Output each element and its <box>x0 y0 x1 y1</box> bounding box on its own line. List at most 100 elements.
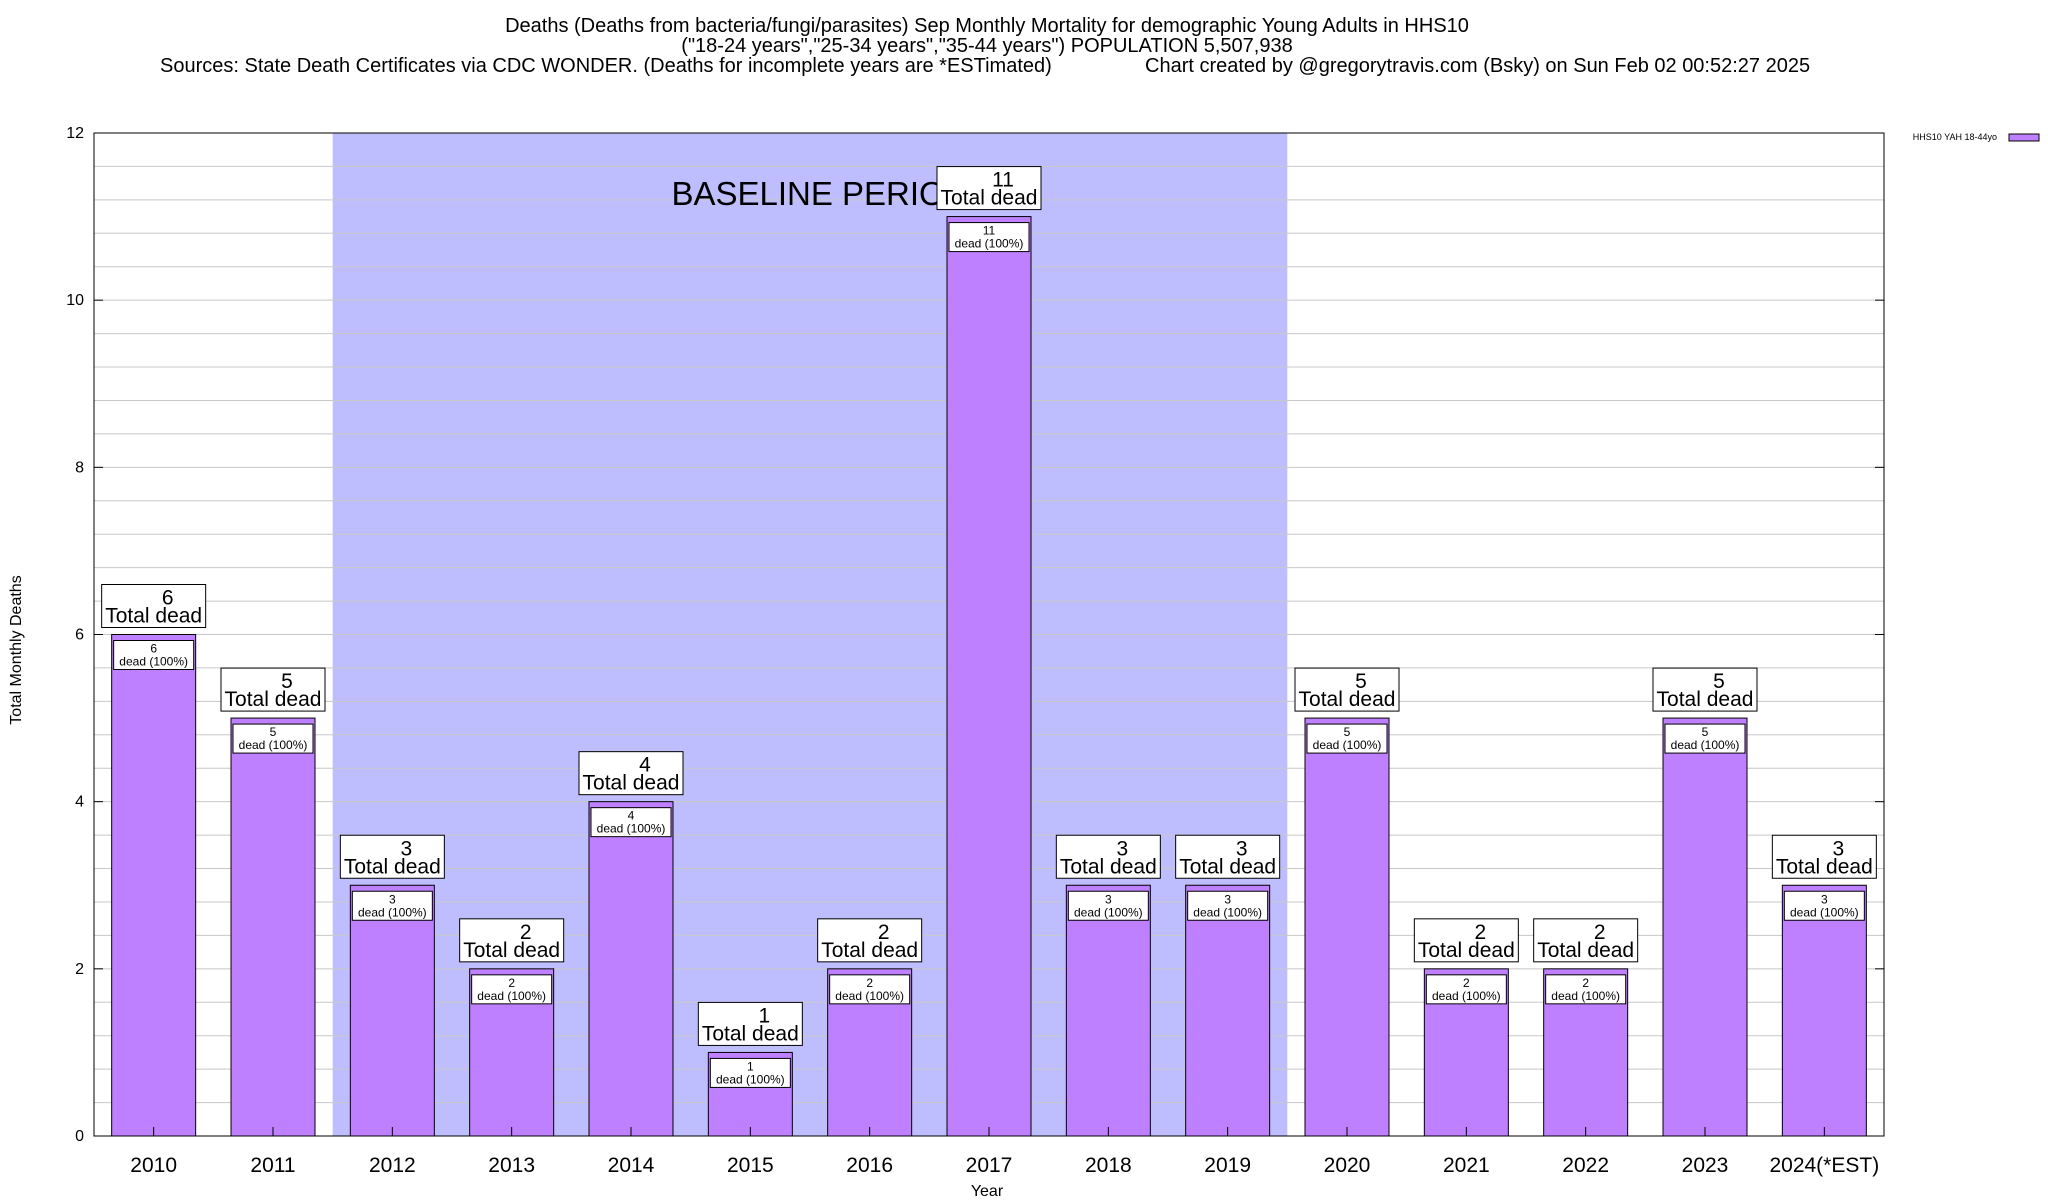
legend-swatch <box>2008 133 2040 142</box>
bar <box>230 717 316 1137</box>
inner-percent-label: dead (100%) <box>1790 905 1859 919</box>
total-value-label: 1 <box>758 1004 770 1027</box>
x-tick-label: 2017 <box>966 1154 1013 1177</box>
inner-percent-label: dead (100%) <box>1313 738 1382 752</box>
inner-percent-label: dead (100%) <box>1074 905 1143 919</box>
total-value-label: 5 <box>1713 670 1725 693</box>
plot-frame <box>93 132 1885 1137</box>
x-tick-label: 2015 <box>727 1154 774 1177</box>
total-value-label: 3 <box>1116 837 1128 860</box>
total-dead-label: Total dead <box>583 772 680 795</box>
total-dead-label: Total dead <box>225 688 322 711</box>
total-value-label: 2 <box>520 921 532 944</box>
baseline-label: BASELINE PERIOD <box>671 175 968 212</box>
total-value-label: 2 <box>1474 921 1486 944</box>
total-value-label: 3 <box>400 837 412 860</box>
inner-value-label: 2 <box>508 976 515 990</box>
inner-label-box <box>1306 723 1388 754</box>
x-tick-label: 2016 <box>846 1154 893 1177</box>
total-label-box <box>936 166 1042 211</box>
total-dead-label: Total dead <box>344 855 441 878</box>
total-value-label: 3 <box>1832 837 1844 860</box>
total-dead-label: Total dead <box>1657 688 1754 711</box>
inner-label-box <box>351 890 433 921</box>
x-axis-label: Year <box>971 1183 1004 1200</box>
inner-label-box <box>1783 890 1865 921</box>
inner-percent-label: dead (100%) <box>716 1072 785 1086</box>
total-dead-label: Total dead <box>941 187 1038 210</box>
inner-value-label: 5 <box>270 725 277 739</box>
total-label-box <box>1771 834 1877 879</box>
inner-value-label: 11 <box>983 224 996 238</box>
legend: HHS10 YAH 18-44yo <box>1913 132 2040 142</box>
x-tick-label: 2020 <box>1324 1154 1371 1177</box>
total-label-box <box>1652 667 1758 712</box>
x-tick-label: 2018 <box>1085 1154 1132 1177</box>
total-dead-label: Total dead <box>1179 855 1276 878</box>
bar <box>588 801 674 1137</box>
total-label-box <box>1175 834 1281 879</box>
total-dead-label: Total dead <box>1299 688 1396 711</box>
inner-label-box <box>829 974 911 1005</box>
x-tick-label: 2013 <box>488 1154 535 1177</box>
bar <box>1662 717 1748 1137</box>
chart-title: Deaths (Deaths from bacteria/fungi/paras… <box>505 15 1469 37</box>
inner-percent-label: dead (100%) <box>1193 905 1262 919</box>
inner-value-label: 6 <box>150 642 157 656</box>
inner-percent-label: dead (100%) <box>239 738 308 752</box>
inner-label-box <box>1067 890 1149 921</box>
y-tick-label: 0 <box>75 1128 84 1145</box>
bar <box>111 634 197 1137</box>
total-label-box <box>817 918 923 963</box>
chart-credit: Chart created by @gregorytravis.com (Bsk… <box>1145 55 1810 77</box>
inner-value-label: 2 <box>1463 976 1470 990</box>
total-label-box <box>220 667 326 712</box>
y-axis-label: Total Monthly Deaths <box>8 575 25 724</box>
total-dead-label: Total dead <box>1060 855 1157 878</box>
inner-percent-label: dead (100%) <box>835 989 904 1003</box>
total-value-label: 6 <box>162 587 174 610</box>
total-dead-label: Total dead <box>105 605 202 628</box>
total-label-box <box>1294 667 1400 712</box>
inner-value-label: 1 <box>747 1059 754 1073</box>
legend-label: HHS10 YAH 18-44yo <box>1913 132 1997 142</box>
inner-percent-label: dead (100%) <box>119 655 188 669</box>
inner-percent-label: dead (100%) <box>477 989 546 1003</box>
inner-value-label: 4 <box>628 809 635 823</box>
inner-value-label: 3 <box>1105 892 1112 906</box>
inner-label-box <box>113 640 195 670</box>
inner-label-box <box>590 807 672 838</box>
total-value-label: 3 <box>1236 837 1248 860</box>
total-value-label: 5 <box>281 670 293 693</box>
x-tick-label: 2011 <box>250 1154 295 1177</box>
inner-value-label: 2 <box>866 976 873 990</box>
inner-label-box <box>1425 974 1507 1005</box>
bar <box>1781 884 1867 1137</box>
total-label-box <box>1413 918 1519 963</box>
inner-percent-label: dead (100%) <box>955 237 1024 251</box>
total-label-box <box>459 918 565 963</box>
inner-percent-label: dead (100%) <box>1551 989 1620 1003</box>
bar <box>946 216 1032 1137</box>
inner-label-box <box>1187 890 1269 921</box>
chart-subtitle: ("18-24 years","25-34 years","35-44 year… <box>681 35 1292 57</box>
bar <box>1065 884 1151 1137</box>
total-value-label: 2 <box>878 921 890 944</box>
inner-label-box <box>948 222 1030 253</box>
x-tick-label: 2024(*EST) <box>1769 1154 1879 1177</box>
inner-value-label: 3 <box>1821 892 1828 906</box>
y-tick-label: 8 <box>75 459 84 476</box>
total-label-box <box>697 1001 803 1046</box>
total-label-box <box>101 584 207 628</box>
bar <box>1304 717 1390 1137</box>
x-tick-label: 2012 <box>369 1154 416 1177</box>
inner-percent-label: dead (100%) <box>1432 989 1501 1003</box>
bar <box>1185 884 1271 1137</box>
total-value-label: 2 <box>1594 921 1606 944</box>
inner-label-box <box>232 723 314 754</box>
inner-value-label: 3 <box>1224 892 1231 906</box>
x-tick-label: 2019 <box>1204 1154 1251 1177</box>
y-tick-label: 6 <box>75 627 84 644</box>
inner-label-box <box>1545 974 1627 1005</box>
